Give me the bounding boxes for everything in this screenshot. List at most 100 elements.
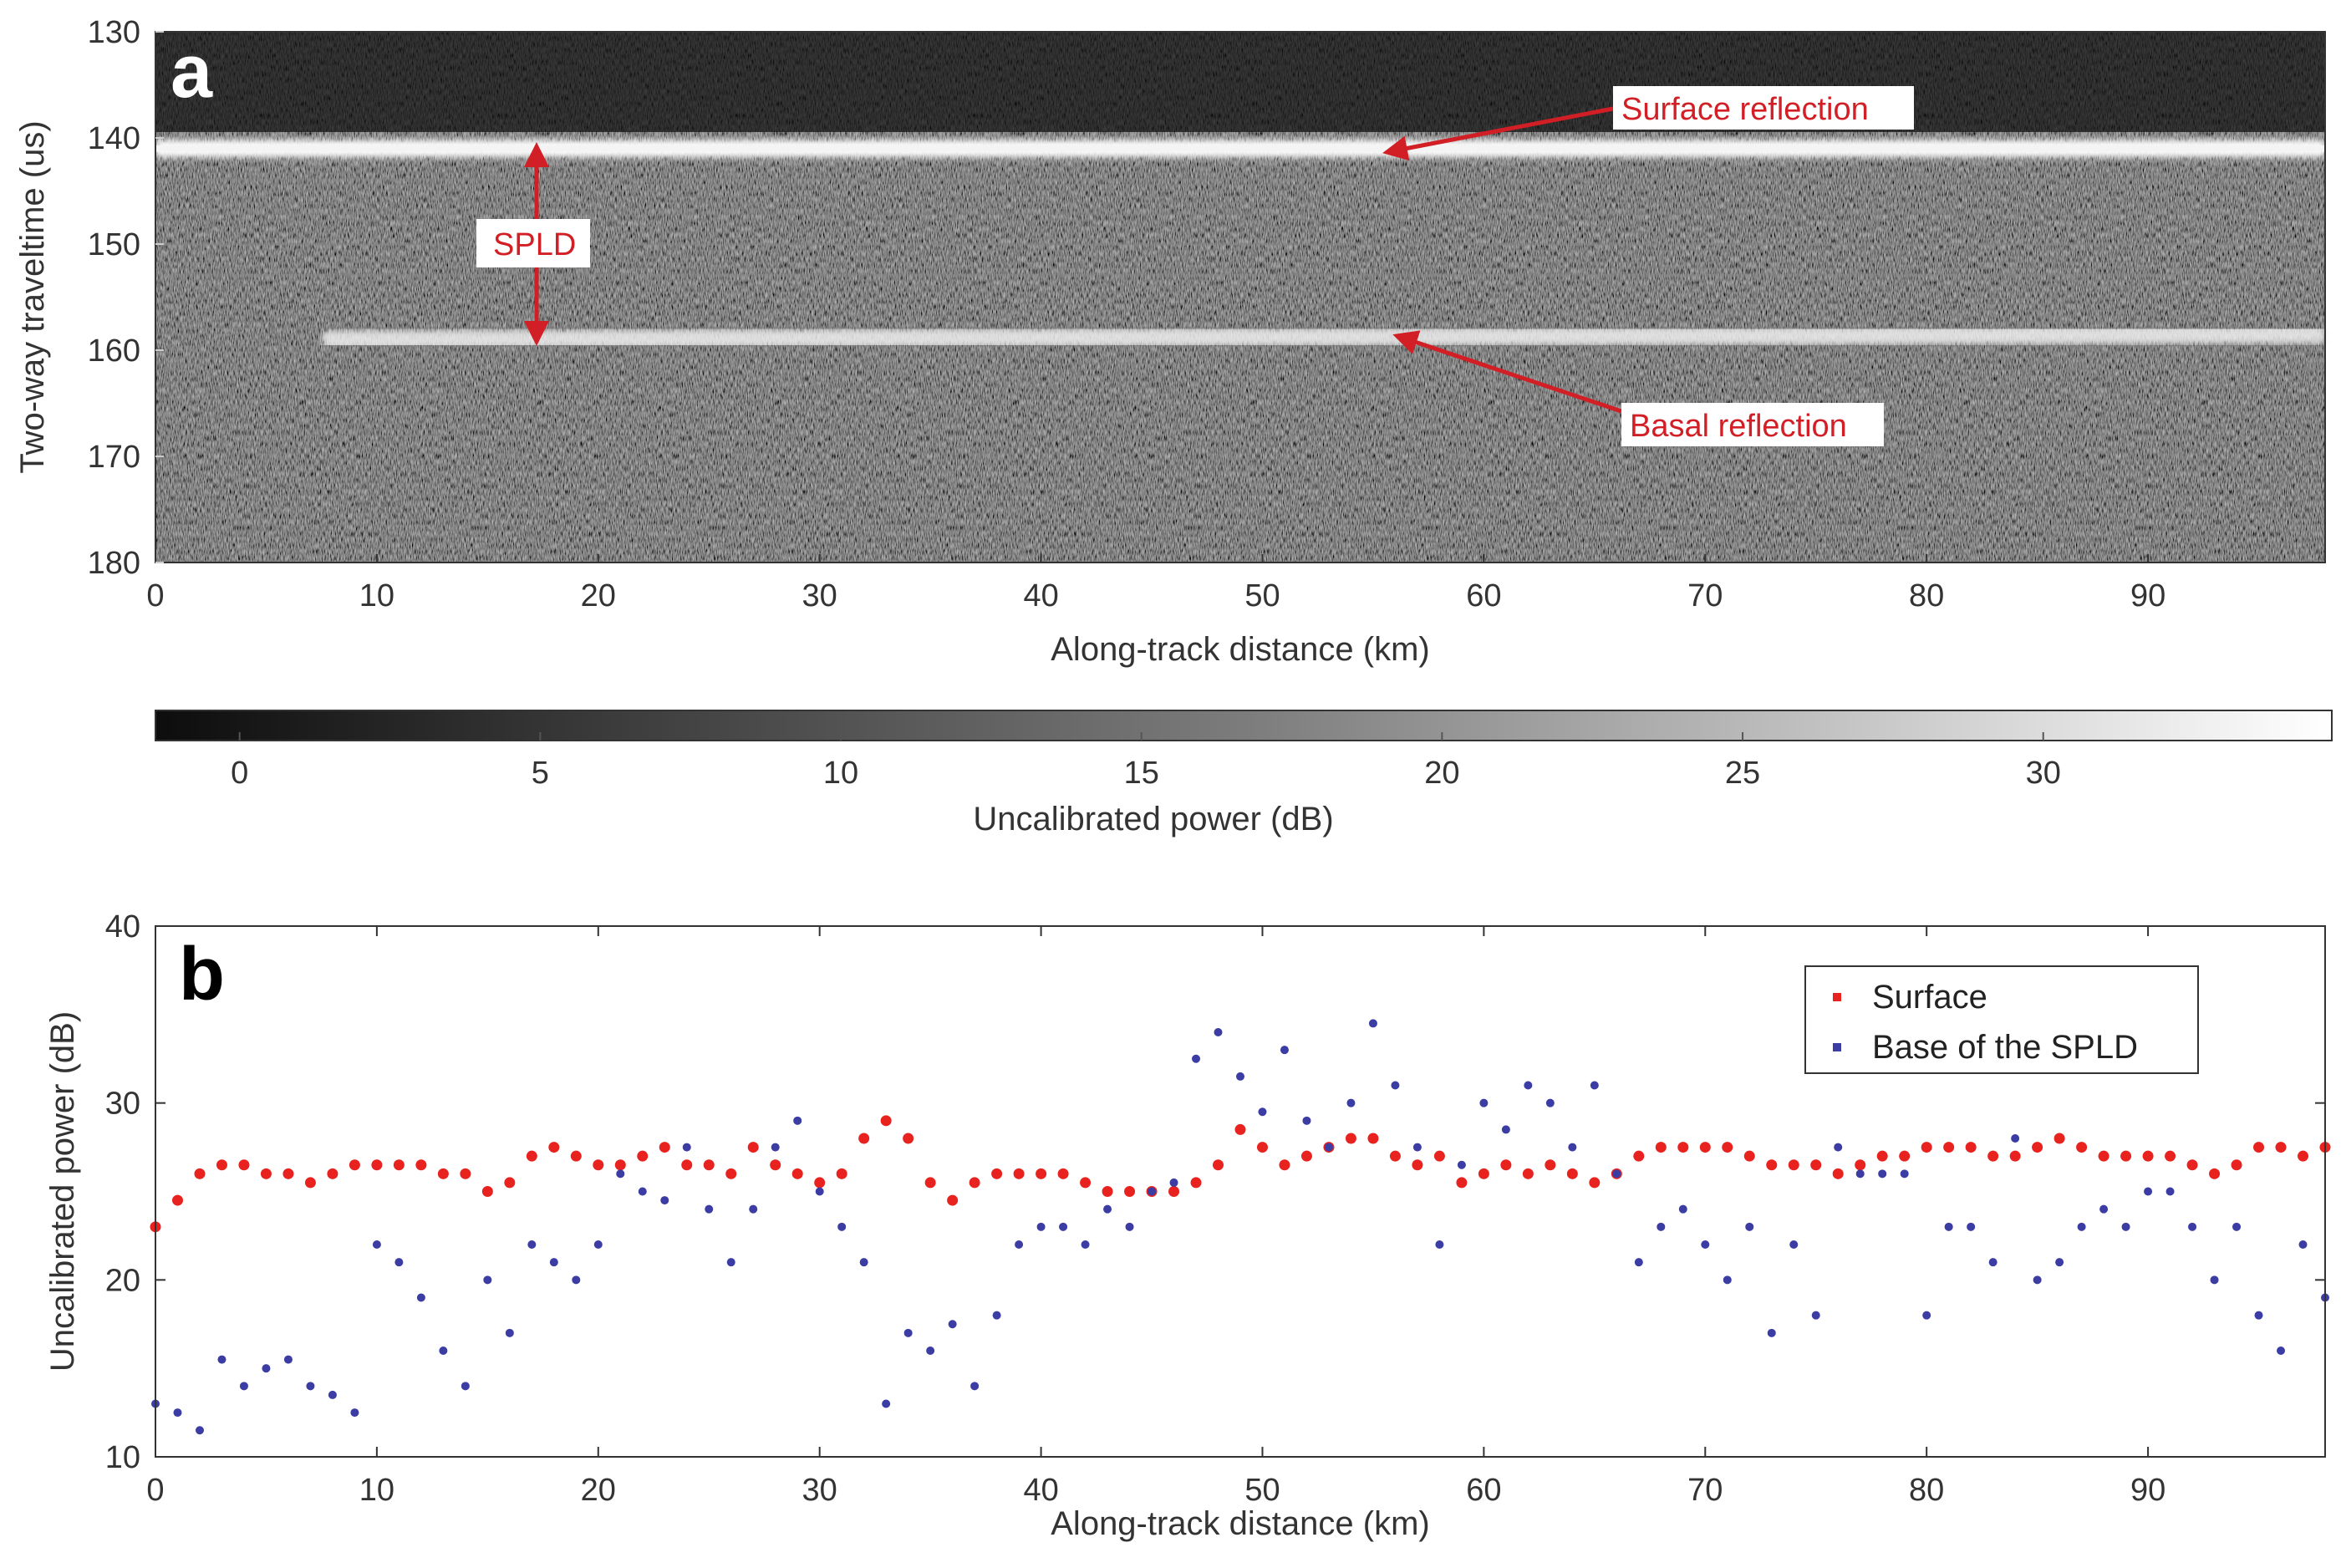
surface-point — [1500, 1159, 1512, 1171]
base-point — [1258, 1107, 1267, 1117]
base-point — [2055, 1258, 2064, 1267]
surface-point — [2053, 1133, 2065, 1144]
surface-point — [349, 1159, 360, 1171]
surface-point — [1943, 1142, 1955, 1153]
surface-point — [1279, 1159, 1290, 1171]
surface-point — [2165, 1150, 2176, 1162]
base-point — [2277, 1347, 2286, 1355]
surface-point — [1832, 1168, 1844, 1179]
base-point — [372, 1240, 381, 1249]
surface-point — [570, 1150, 582, 1162]
surface-point — [1855, 1159, 1866, 1171]
surface-point — [858, 1133, 870, 1144]
base-point — [882, 1399, 891, 1408]
base-point — [1678, 1204, 1687, 1214]
x-tick-label-b: 20 — [581, 1473, 616, 1508]
colorbar-tick-label: 0 — [231, 756, 248, 791]
x-tick-label-a: 30 — [802, 578, 837, 613]
surface-point — [1987, 1150, 1999, 1162]
surface-point — [1456, 1177, 1468, 1189]
colorbar-tick-label: 5 — [532, 756, 549, 791]
surface-point — [1478, 1168, 1489, 1179]
x-tick-label-a: 60 — [1466, 578, 1501, 613]
surface-point — [1589, 1177, 1601, 1189]
basal-reflection-layer — [322, 324, 2326, 349]
surface-point — [171, 1194, 183, 1206]
surface-point — [1766, 1159, 1778, 1171]
legend-marker-base — [1833, 1043, 1841, 1051]
surface-point — [1213, 1159, 1224, 1171]
surface-point — [2209, 1168, 2221, 1179]
base-point — [992, 1311, 1001, 1320]
base-point — [1900, 1169, 1909, 1179]
surface-point — [548, 1142, 560, 1153]
base-point — [1148, 1187, 1157, 1196]
surface-point — [593, 1159, 604, 1171]
base-point — [593, 1240, 603, 1249]
surface-point — [216, 1159, 227, 1171]
base-point — [1568, 1143, 1577, 1152]
x-tick-label-a: 20 — [581, 578, 616, 613]
base-point — [2144, 1187, 2153, 1196]
surface-point — [260, 1168, 272, 1179]
surface-point — [2253, 1142, 2265, 1153]
internal-layer — [155, 210, 2325, 214]
surface-point — [1876, 1150, 1888, 1162]
base-point — [970, 1382, 980, 1391]
panel-b-label: b — [179, 933, 225, 1016]
surface-point — [393, 1159, 405, 1171]
base-point — [682, 1143, 691, 1152]
base-point — [1368, 1019, 1377, 1028]
x-tick-label-a: 0 — [146, 578, 164, 613]
base-point — [1634, 1258, 1643, 1267]
x-tick-label-b: 80 — [1909, 1473, 1944, 1508]
base-point — [1412, 1143, 1422, 1152]
legend[interactable]: Surface Base of the SPLD — [1804, 965, 2199, 1074]
legend-label-base: Base of the SPLD — [1872, 1029, 2138, 1066]
x-tick-label-b: 70 — [1687, 1473, 1723, 1508]
surface-point — [238, 1159, 250, 1171]
base-point — [1723, 1275, 1732, 1285]
y-tick-label-b: 40 — [105, 909, 140, 944]
base-point — [1435, 1240, 1444, 1249]
y-tick-label-a: 150 — [88, 227, 140, 262]
base-point — [483, 1275, 492, 1285]
surface-point — [1743, 1150, 1755, 1162]
surface-point — [460, 1168, 471, 1179]
base-point — [306, 1382, 315, 1391]
base-point — [660, 1196, 669, 1205]
surface-point — [681, 1159, 693, 1171]
y-tick-label-b: 30 — [105, 1087, 140, 1122]
scatter-points — [150, 1019, 2331, 1435]
surface-point — [1633, 1150, 1645, 1162]
surface-point — [282, 1168, 294, 1179]
base-point — [1612, 1169, 1621, 1179]
base-point — [903, 1328, 913, 1337]
basal-arrow — [1392, 330, 1622, 414]
base-point — [217, 1355, 226, 1364]
radargram-quiet-band — [155, 32, 2325, 132]
base-point — [1657, 1222, 1666, 1231]
surface-point — [437, 1168, 449, 1179]
surface-point — [1699, 1142, 1711, 1153]
base-point — [2011, 1134, 2020, 1143]
colorbar-tick-label: 30 — [2026, 756, 2061, 791]
x-tick-label-b: 0 — [146, 1473, 164, 1508]
surface-point — [526, 1150, 537, 1162]
colorbar-tick-label: 20 — [1424, 756, 1459, 791]
surface-point — [304, 1177, 316, 1189]
surface-arrow — [1382, 106, 1614, 161]
surface-point — [2032, 1142, 2043, 1153]
reflection-layers — [155, 140, 2326, 349]
surface-point — [703, 1159, 715, 1171]
surface-point — [1412, 1159, 1423, 1171]
surface-point — [1677, 1142, 1689, 1153]
colorbar-label: Uncalibrated power (dB) — [973, 801, 1333, 837]
x-tick-label-a: 70 — [1687, 578, 1723, 613]
base-point — [2232, 1222, 2242, 1231]
x-tick-label-b: 40 — [1023, 1473, 1058, 1508]
base-point — [2077, 1222, 2086, 1231]
colorbar-gradient — [155, 710, 2333, 741]
y-tick-label-a: 130 — [88, 15, 140, 50]
